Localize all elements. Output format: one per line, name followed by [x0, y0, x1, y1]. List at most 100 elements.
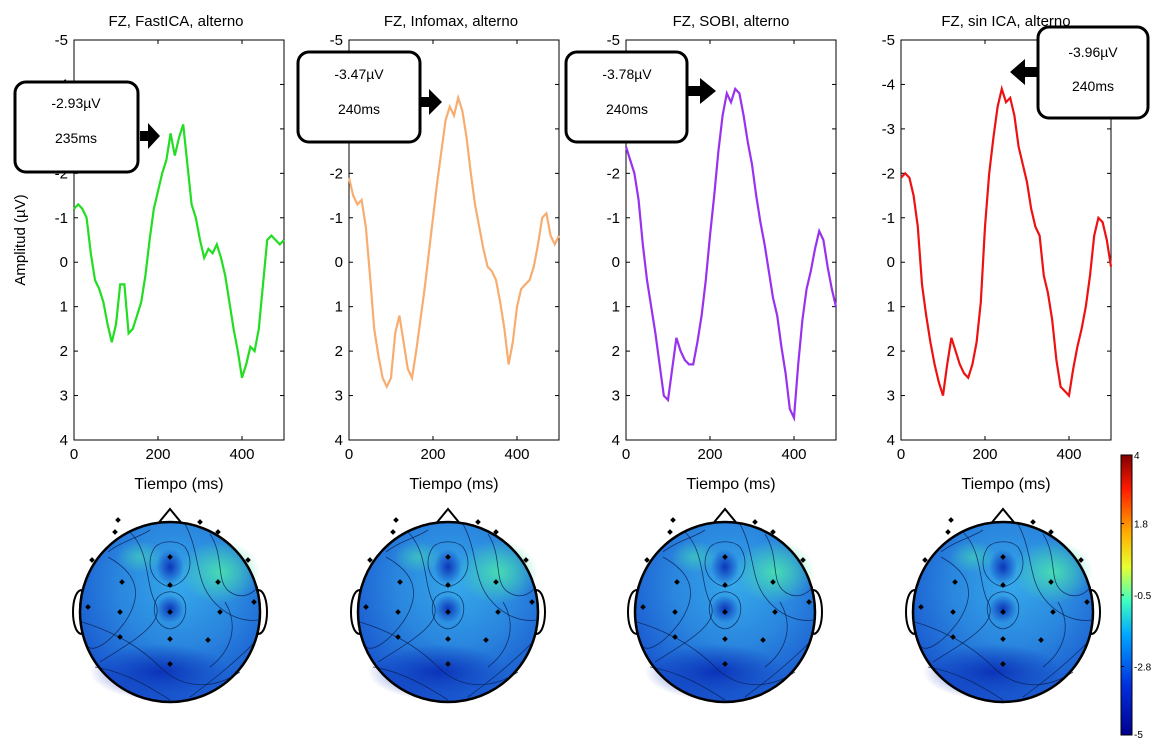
colorbar-tick-label: -0.5	[1134, 591, 1152, 602]
electrode-marker	[397, 579, 403, 585]
y-tick-label: 3	[887, 388, 895, 405]
electrode-marker	[770, 579, 776, 585]
panel-title: FZ, FastICA, alterno	[108, 13, 243, 30]
head-outline	[356, 520, 540, 704]
callout-latency: 235ms	[55, 130, 97, 146]
y-tick-label: -1	[882, 210, 895, 227]
electrode-marker	[495, 609, 501, 615]
electrode-marker	[1048, 579, 1054, 585]
electrode-marker	[722, 609, 728, 615]
y-tick-label: -5	[55, 32, 68, 49]
y-tick-label: -1	[55, 210, 68, 227]
callout-box	[13, 80, 140, 174]
x-tick-label: 0	[70, 446, 78, 463]
callout-amplitude: -3.47µV	[334, 66, 384, 82]
colorbar-ticks: 4 1.8 -0.5 -2.8 -5	[1121, 451, 1152, 740]
contour-line	[1022, 641, 1089, 698]
electrode-marker	[672, 634, 678, 640]
contour-line	[940, 529, 984, 553]
electrode-marker	[167, 582, 173, 588]
electrode-marker	[952, 579, 958, 585]
axes-frame	[900, 39, 1112, 441]
electrode-marker	[1030, 519, 1036, 525]
topoplot-sobi	[627, 507, 823, 704]
contour-line	[94, 666, 171, 701]
electrode-marker	[644, 557, 650, 563]
scalp-map-region	[645, 644, 785, 700]
electrode-marker	[918, 604, 924, 610]
electrode-marker	[445, 582, 451, 588]
scalp-map-region	[989, 595, 1017, 623]
electrode-marker	[722, 661, 728, 667]
contour-line	[708, 591, 742, 630]
contour-line	[927, 666, 1004, 701]
y-tick-label: 3	[60, 388, 68, 405]
axes-frame	[625, 39, 837, 441]
x-axis-label: Tiempo (ms)	[134, 476, 223, 493]
scalp-map-region	[394, 541, 442, 573]
y-tick-label: -1	[607, 210, 620, 227]
contour-line	[764, 533, 814, 597]
contour-line	[1042, 533, 1092, 597]
topoplot-fastica	[72, 507, 268, 704]
electrode-marker	[948, 517, 954, 523]
electrode-marker	[445, 609, 451, 615]
y-tick-label: 1	[60, 299, 68, 316]
electrode-marker	[445, 661, 451, 667]
nose-outline	[710, 507, 740, 527]
electrode-marker	[1050, 609, 1056, 615]
callout-amplitude: -3.96µV	[1068, 44, 1118, 60]
contour-line	[365, 556, 414, 649]
electrode-marker	[85, 604, 91, 610]
y-tick-label: -2	[607, 165, 620, 182]
electrode-marker	[445, 554, 451, 560]
scalp-map-region	[116, 541, 164, 573]
electrode-marker	[363, 604, 369, 610]
contour-line	[149, 541, 191, 588]
electrode-marker	[1048, 529, 1054, 535]
y-tick-label: 0	[612, 254, 620, 271]
callout-amplitude: -2.93µV	[51, 95, 101, 111]
panel-title: FZ, Infomax, alterno	[384, 13, 518, 30]
x-tick-label: 400	[229, 446, 254, 463]
scalp-map-region	[156, 595, 184, 623]
y-tick-label: 1	[612, 299, 620, 316]
arrow-right-icon	[140, 123, 160, 149]
callout-latency: 240ms	[606, 101, 648, 117]
scalp-map-region	[989, 549, 1017, 585]
contour-line	[642, 556, 691, 649]
y-tick-label: 1	[887, 299, 895, 316]
contour-line	[744, 641, 811, 698]
x-tick-label: 400	[781, 446, 806, 463]
electrode-marker	[1038, 637, 1044, 643]
electrode-marker	[950, 634, 956, 640]
head-outline	[633, 520, 817, 704]
electrode-marker	[670, 517, 676, 523]
y-tick-label: -5	[330, 32, 343, 49]
y-tick-label: 4	[612, 432, 620, 449]
contour-line	[662, 529, 706, 553]
arrow-right-icon	[688, 78, 716, 104]
electrode-marker	[445, 636, 451, 642]
callout-latency: 240ms	[338, 101, 380, 117]
electrode-marker	[167, 661, 173, 667]
electrode-marker	[167, 609, 173, 615]
peak-callout: -3.96µV 240ms	[1010, 25, 1150, 120]
electrode-marker	[215, 529, 221, 535]
electrode-marker	[922, 557, 928, 563]
electrode-marker	[395, 609, 401, 615]
electrode-marker	[523, 557, 529, 563]
contour-line	[764, 601, 788, 668]
electrode-marker	[722, 554, 728, 560]
electrode-marker	[167, 636, 173, 642]
colorbar-tick-label: 4	[1134, 451, 1140, 462]
electrode-marker	[395, 634, 401, 640]
electrode-marker	[251, 599, 257, 605]
electrode-marker	[493, 529, 499, 535]
y-tick-label: 0	[887, 254, 895, 271]
contour-line	[81, 621, 241, 686]
x-tick-label: 200	[697, 446, 722, 463]
panel-title: FZ, sin ICA, alterno	[941, 13, 1070, 30]
nose-outline	[155, 507, 185, 527]
y-tick-label: 3	[612, 388, 620, 405]
